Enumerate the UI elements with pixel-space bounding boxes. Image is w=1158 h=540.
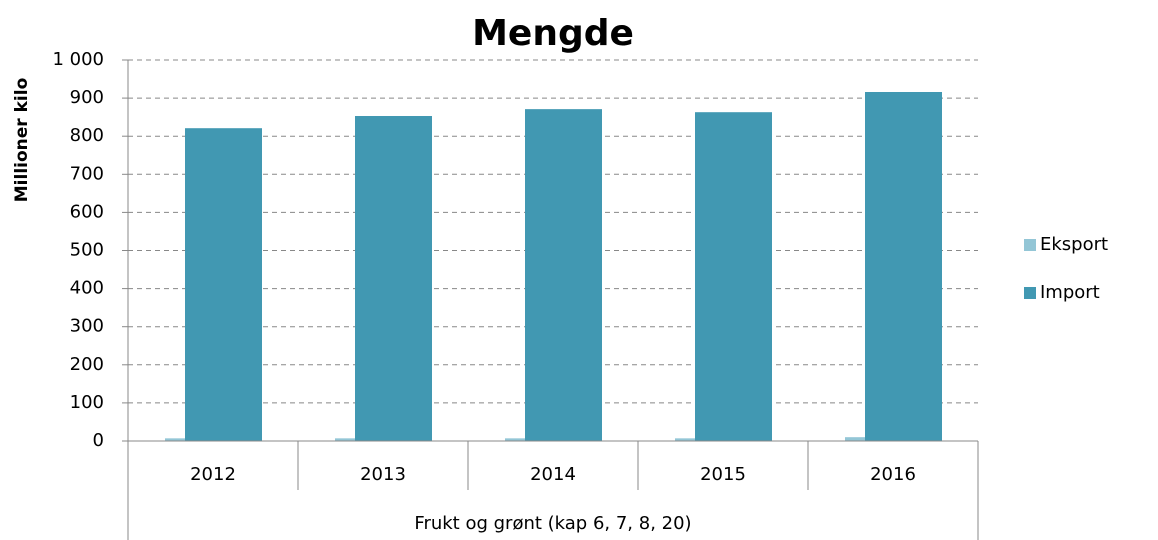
- bar: [865, 92, 942, 441]
- chart-title: Mengde: [472, 13, 634, 54]
- legend-swatch: [1024, 287, 1036, 299]
- group-label: Frukt og grønt (kap 6, 7, 8, 20): [414, 513, 691, 534]
- y-axis-label: Millioner kilo: [12, 78, 32, 202]
- y-tick-label: 700: [70, 163, 104, 184]
- legend-label: Eksport: [1040, 234, 1108, 255]
- bar: [165, 438, 185, 441]
- x-tick-label: 2013: [360, 464, 406, 485]
- bar: [505, 438, 525, 441]
- legend-label: Import: [1040, 282, 1100, 303]
- y-tick-label: 500: [70, 240, 104, 261]
- x-tick-label: 2012: [190, 464, 236, 485]
- bar: [185, 128, 262, 441]
- bar: [525, 109, 602, 442]
- y-tick-label: 100: [70, 392, 104, 413]
- y-tick-label: 400: [70, 278, 104, 299]
- y-tick-label: 800: [70, 125, 104, 146]
- x-tick-label: 2015: [700, 464, 746, 485]
- y-tick-label: 200: [70, 354, 104, 375]
- y-tick-label: 1 000: [52, 49, 104, 70]
- x-tick-label: 2016: [870, 464, 916, 485]
- y-tick-label: 0: [93, 430, 104, 451]
- legend-swatch: [1024, 239, 1036, 251]
- y-tick-label: 900: [70, 87, 104, 108]
- bar: [335, 438, 355, 441]
- bar: [675, 438, 695, 441]
- bar: [695, 112, 772, 442]
- y-tick-label: 300: [70, 316, 104, 337]
- y-tick-label: 600: [70, 201, 104, 222]
- bar: [845, 437, 865, 441]
- bar: [355, 116, 432, 441]
- x-tick-label: 2014: [530, 464, 576, 485]
